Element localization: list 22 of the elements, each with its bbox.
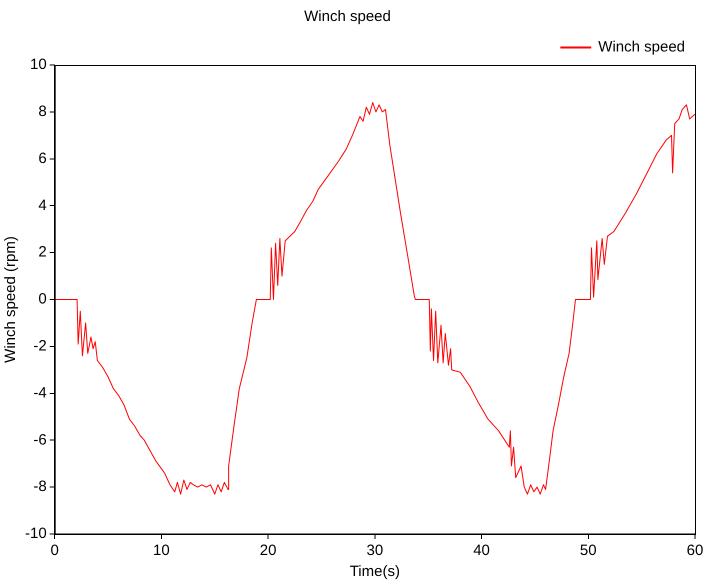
chart-title: Winch speed — [304, 8, 391, 26]
x-tick-label: 60 — [686, 542, 704, 560]
y-tick-label: -2 — [33, 338, 47, 355]
y-tick-label: -10 — [24, 525, 47, 542]
legend-label: Winch speed — [598, 38, 686, 56]
x-tick-label: 30 — [366, 542, 384, 560]
y-tick-label: -6 — [33, 431, 47, 448]
x-axis-title: Time(s) — [350, 563, 400, 580]
x-tick-label: 0 — [50, 542, 59, 560]
y-tick-label: 10 — [30, 56, 47, 74]
y-tick-label: -8 — [33, 478, 47, 496]
x-tick-label: 20 — [260, 542, 276, 560]
y-tick-label: 8 — [38, 103, 47, 120]
x-tick-label: 40 — [473, 542, 490, 560]
y-tick-label: -4 — [33, 384, 47, 402]
y-tick-label: 6 — [38, 150, 47, 167]
x-tick-label: 10 — [153, 542, 170, 560]
y-tick-label: 0 — [38, 290, 47, 308]
x-tick-label: 50 — [580, 542, 597, 560]
y-tick-label: 2 — [38, 244, 47, 261]
y-tick-label: 4 — [38, 196, 47, 214]
y-axis-title: Winch speed (rpm) — [2, 236, 20, 363]
